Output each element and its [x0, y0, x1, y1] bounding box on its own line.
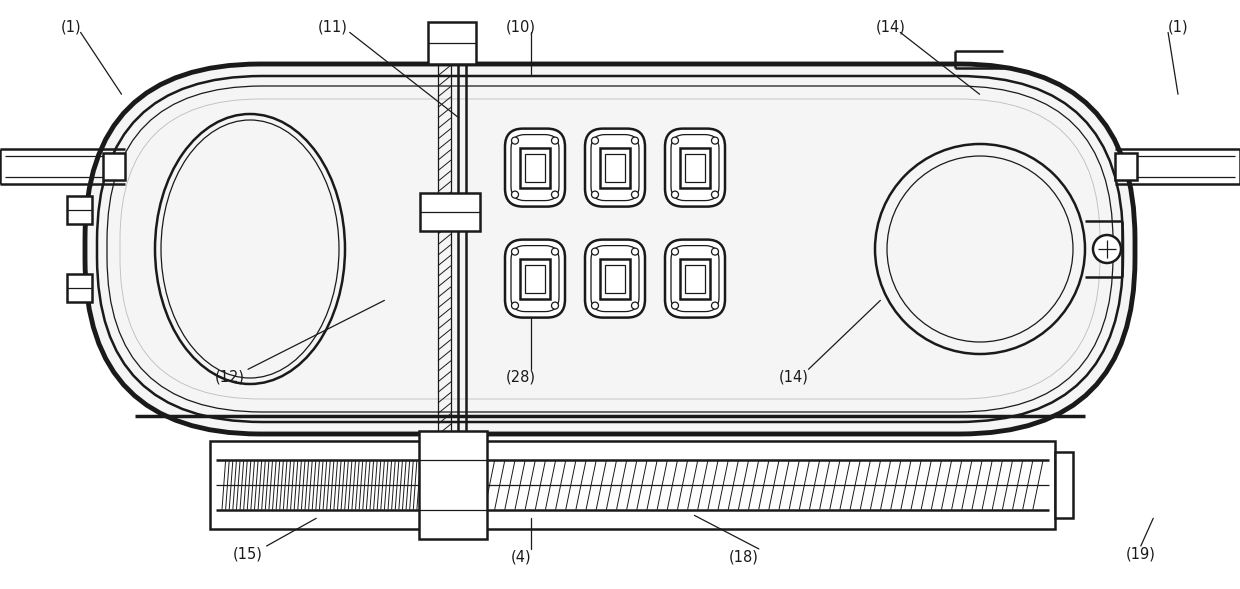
Circle shape — [511, 248, 518, 255]
Circle shape — [712, 191, 718, 198]
Bar — [680, 259, 711, 299]
Circle shape — [712, 248, 718, 255]
Text: (1): (1) — [61, 19, 81, 34]
Text: (18): (18) — [729, 549, 759, 564]
Text: (4): (4) — [511, 549, 531, 564]
Circle shape — [712, 137, 718, 144]
FancyBboxPatch shape — [665, 240, 725, 317]
Text: (14): (14) — [875, 19, 905, 34]
Text: (19): (19) — [1126, 546, 1156, 561]
FancyBboxPatch shape — [505, 240, 565, 317]
Circle shape — [552, 302, 558, 309]
Bar — [67, 196, 92, 224]
Bar — [600, 259, 630, 299]
Circle shape — [712, 302, 718, 309]
Circle shape — [631, 248, 639, 255]
Bar — [1055, 452, 1073, 518]
Text: (12): (12) — [215, 369, 244, 385]
Circle shape — [591, 302, 599, 309]
Circle shape — [511, 302, 518, 309]
Bar — [684, 264, 706, 293]
Circle shape — [591, 248, 599, 255]
Circle shape — [591, 191, 599, 198]
Circle shape — [591, 137, 599, 144]
Bar — [67, 274, 92, 302]
Bar — [525, 154, 546, 181]
Bar — [600, 148, 630, 188]
Bar — [605, 264, 625, 293]
Bar — [428, 22, 476, 64]
Bar — [605, 154, 625, 181]
Bar — [210, 441, 1055, 529]
Bar — [520, 259, 551, 299]
FancyBboxPatch shape — [505, 128, 565, 207]
Circle shape — [672, 248, 678, 255]
Text: (28): (28) — [506, 369, 536, 385]
Bar — [1115, 153, 1137, 180]
Circle shape — [1092, 235, 1121, 263]
Bar — [103, 153, 125, 180]
Circle shape — [552, 191, 558, 198]
Circle shape — [672, 191, 678, 198]
Circle shape — [631, 191, 639, 198]
Bar — [684, 154, 706, 181]
FancyBboxPatch shape — [585, 240, 645, 317]
Circle shape — [631, 137, 639, 144]
Text: (15): (15) — [233, 546, 263, 561]
FancyBboxPatch shape — [665, 128, 725, 207]
Circle shape — [552, 248, 558, 255]
Circle shape — [672, 137, 678, 144]
Text: (11): (11) — [317, 19, 347, 34]
Bar — [520, 148, 551, 188]
FancyBboxPatch shape — [585, 128, 645, 207]
Bar — [680, 148, 711, 188]
Text: (1): (1) — [1168, 19, 1188, 34]
Circle shape — [552, 137, 558, 144]
Circle shape — [511, 137, 518, 144]
FancyBboxPatch shape — [86, 64, 1135, 434]
Bar — [525, 264, 546, 293]
Bar — [419, 431, 486, 539]
Text: (14): (14) — [779, 369, 808, 385]
Circle shape — [511, 191, 518, 198]
Circle shape — [631, 302, 639, 309]
Bar — [420, 193, 480, 230]
Text: (10): (10) — [506, 19, 536, 34]
Circle shape — [672, 302, 678, 309]
